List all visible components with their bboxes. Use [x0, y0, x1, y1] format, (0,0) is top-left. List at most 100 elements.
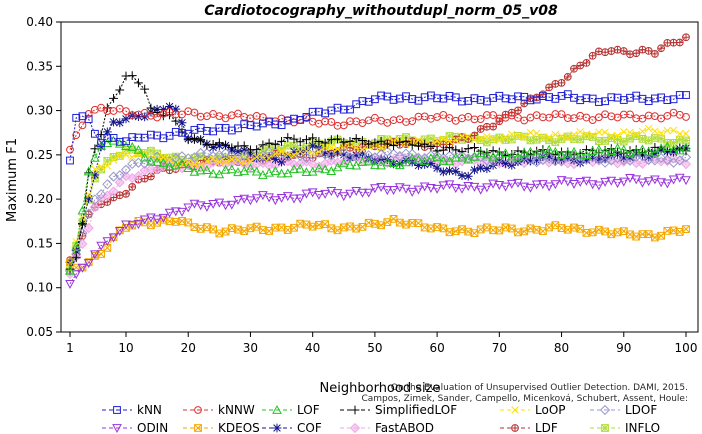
data-point	[226, 200, 237, 210]
data-point	[451, 166, 461, 176]
data-point	[576, 62, 584, 69]
data-point	[681, 142, 691, 152]
legend-label: LoOP	[535, 403, 566, 417]
data-point	[83, 259, 94, 269]
legend-marker	[272, 404, 282, 414]
data-point	[401, 156, 411, 165]
data-point	[258, 140, 268, 150]
data-point	[302, 220, 311, 229]
data-point	[538, 180, 548, 190]
data-point	[477, 125, 485, 133]
data-point	[420, 93, 429, 102]
data-point	[220, 164, 231, 174]
data-point	[270, 155, 280, 164]
data-point	[557, 155, 566, 165]
data-point	[669, 226, 678, 235]
data-point	[626, 93, 634, 102]
x-axis: 1 10 20 30 40 50 60 70 80 90 100	[66, 332, 697, 355]
data-point	[532, 225, 541, 234]
data-point	[351, 134, 361, 143]
data-point	[71, 246, 81, 256]
data-point	[308, 107, 317, 116]
data-point	[183, 163, 194, 173]
data-point	[482, 138, 491, 147]
data-point	[663, 39, 671, 47]
data-point	[594, 154, 604, 164]
data-point	[103, 162, 112, 170]
data-point	[432, 184, 442, 194]
data-point	[426, 159, 436, 169]
data-point	[674, 145, 685, 155]
data-point	[569, 180, 579, 189]
data-point	[284, 150, 292, 158]
data-point	[358, 222, 367, 231]
data-point	[295, 137, 305, 147]
data-point	[643, 177, 654, 187]
data-point	[550, 146, 561, 156]
data-point	[558, 79, 565, 87]
data-point	[612, 142, 623, 152]
data-point	[209, 155, 217, 163]
data-point	[452, 136, 460, 145]
data-point	[575, 177, 586, 187]
data-point	[109, 156, 118, 164]
data-point	[302, 113, 311, 121]
data-point	[115, 137, 124, 146]
data-point	[103, 134, 112, 143]
data-point	[681, 176, 691, 186]
data-point	[83, 166, 94, 176]
data-point	[519, 182, 530, 192]
data-point	[463, 182, 474, 191]
data-point	[600, 146, 610, 156]
data-point	[613, 131, 622, 140]
data-point	[537, 154, 548, 166]
data-point	[588, 133, 597, 141]
data-point	[494, 156, 504, 166]
data-point	[351, 186, 362, 196]
legend-label: KDEOS	[218, 421, 260, 434]
data-point	[450, 184, 461, 193]
data-point	[451, 93, 460, 102]
data-point	[388, 158, 399, 167]
data-point	[426, 91, 435, 100]
y-tick-label: 0.30	[26, 104, 53, 118]
data-point	[495, 226, 504, 235]
data-point	[320, 149, 331, 160]
data-point	[531, 180, 542, 190]
data-point	[308, 141, 318, 151]
data-point	[134, 133, 143, 142]
data-point	[469, 182, 480, 192]
data-point	[295, 163, 306, 173]
data-point	[146, 130, 155, 139]
data-point	[532, 135, 541, 144]
data-point	[327, 224, 336, 233]
data-point	[128, 182, 137, 191]
data-point	[668, 175, 679, 185]
data-point	[277, 223, 286, 232]
data-point	[538, 92, 547, 100]
data-point	[470, 165, 479, 175]
plot-frame	[60, 21, 699, 333]
data-point	[413, 153, 424, 164]
data-point	[290, 151, 298, 159]
data-point	[557, 132, 566, 140]
data-point	[382, 146, 393, 157]
data-point	[675, 91, 684, 99]
data-point	[632, 232, 641, 241]
data-point	[240, 112, 249, 121]
data-point	[164, 161, 175, 171]
data-point	[170, 160, 181, 170]
data-point	[252, 153, 262, 163]
data-point	[445, 91, 454, 100]
data-point	[525, 146, 536, 156]
data-point	[220, 201, 231, 211]
data-point	[489, 94, 498, 102]
data-point	[141, 175, 149, 183]
data-point	[77, 205, 88, 215]
data-point	[177, 159, 187, 169]
data-point	[270, 160, 281, 171]
data-point	[668, 145, 679, 154]
data-point	[520, 227, 529, 236]
series-line	[69, 177, 687, 285]
data-point	[587, 151, 598, 163]
